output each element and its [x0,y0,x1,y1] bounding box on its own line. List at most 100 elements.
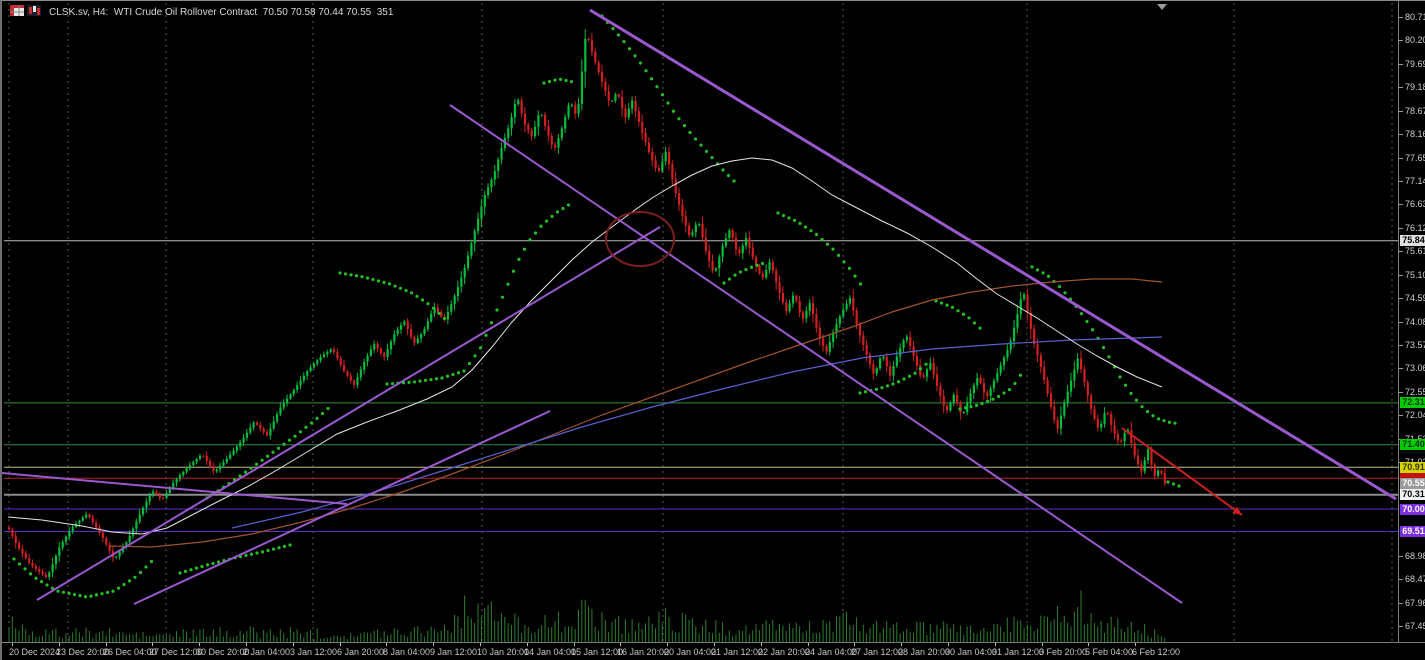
moving-averages [7,157,1163,548]
price-badge-75.84: 75.84 [1400,235,1425,246]
price-axis-label: 76.12 [1405,223,1425,233]
price-axis-tick [1399,251,1403,252]
down-arrow[interactable] [1121,427,1243,516]
time-axis-label: 28 Jan 20:00 [898,647,951,657]
time-axis-label: 20 Jan 04:00 [664,647,717,657]
time-axis-tick [59,643,60,646]
chart-title-bar: CLSK.sv, H4: WTI Crude Oil Rollover Cont… [10,5,393,19]
price-badge-70.91: 70.91 [1400,462,1425,473]
price-badge-72.31: 72.31 [1400,397,1425,408]
price-axis-tick [1399,275,1403,276]
price-axis-tick [1399,228,1403,229]
candles [8,29,1166,581]
time-axis-tick [199,643,200,646]
trendline-0[interactable] [36,226,661,601]
time-axis-label: 16 Jan 20:00 [617,647,670,657]
time-axis-label: 23 Dec 20:00 [56,647,110,657]
time-axis-tick [106,643,107,646]
price-axis-label: 80.20 [1405,35,1425,45]
price-axis[interactable]: 80.71 80.20 79.69 79.18 78.67 78.16 77.65 77.14… [1398,1,1425,642]
price-axis-tick [1399,298,1403,299]
trendline-1[interactable] [133,410,551,605]
time-axis-label: 30 Jan 04:00 [945,647,998,657]
trendline-2[interactable] [449,104,1183,604]
price-level-lines [4,240,1398,533]
time-axis-tick [714,643,715,646]
time-axis-tick [386,643,387,646]
price-axis-label: 77.65 [1405,153,1425,163]
scroll-position-marker[interactable] [1157,4,1167,10]
trendline-3[interactable] [589,8,1397,501]
price-badge-70.55: 70.55 [1400,478,1425,489]
trendline-4[interactable] [2,472,348,505]
time-axis-tick [995,643,996,646]
price-axis-tick [1399,579,1403,580]
highlight-circle[interactable] [605,211,675,267]
time-axis-tick [293,643,294,646]
price-axis-label: 74.59 [1405,293,1425,303]
trendlines [2,8,1397,605]
price-axis-tick [1399,345,1403,346]
time-axis-label: 26 Dec 04:00 [103,647,157,657]
volume-bars [8,590,1166,644]
price-axis-tick [1399,556,1403,557]
time-axis-tick [340,643,341,646]
time-axis-tick [527,643,528,646]
price-axis-tick [1399,64,1403,65]
time-axis-tick [246,643,247,646]
time-axis-tick [574,643,575,646]
time-axis-tick [1135,643,1136,646]
down-arrow-head [1232,506,1242,515]
price-axis-tick [1399,392,1403,393]
price-axis-label: 67.45 [1405,621,1425,631]
candlestick-chart-icon [27,3,41,21]
time-axis-label: 24 Jan 04:00 [805,647,858,657]
price-axis-label: 68.47 [1405,574,1425,584]
time-axis-label: 9 Jan 12:00 [430,647,478,657]
time-axis-tick [1042,643,1043,646]
price-axis-tick [1399,204,1403,205]
price-axis-tick [1399,322,1403,323]
price-axis-label: 80.71 [1405,12,1425,22]
time-axis-tick [620,643,621,646]
price-axis-label: 79.69 [1405,59,1425,69]
time-axis-tick [948,643,949,646]
symbol-list-icon [10,3,24,21]
time-axis-tick [152,643,153,646]
time-axis-tick [1088,643,1089,646]
price-axis-tick [1399,17,1403,18]
chart-title: CLSK.sv, H4: WTI Crude Oil Rollover Cont… [49,6,394,18]
price-axis-label: 75.10 [1405,270,1425,280]
time-axis-tick [901,643,902,646]
time-axis[interactable]: 20 Dec 2024 23 Dec 20:00 26 Dec 04:00 27 De… [2,642,1425,660]
time-axis-label: 10 Jan 20:00 [477,647,530,657]
time-axis-label: 6 Jan 20:00 [337,647,385,657]
price-badge-70.31: 70.31 [1400,489,1425,500]
time-axis-tick [480,643,481,646]
time-axis-label: 27 Jan 12:00 [851,647,904,657]
price-badge-69.51: 69.51 [1400,526,1425,537]
time-axis-tick [854,643,855,646]
price-axis-tick [1399,603,1403,604]
time-axis-tick [761,643,762,646]
time-axis-tick [808,643,809,646]
time-axis-label: 6 Feb 12:00 [1132,647,1181,657]
period-separators [8,3,1393,641]
price-axis-label: 72.04 [1405,410,1425,420]
price-axis-label: 76.63 [1405,199,1425,209]
price-axis-tick [1399,181,1403,182]
time-axis-label: 27 Dec 12:00 [149,647,203,657]
price-axis-label: 73.57 [1405,340,1425,350]
price-axis-label: 78.67 [1405,106,1425,116]
time-axis-label: 21 Jan 12:00 [711,647,764,657]
price-axis-tick [1399,134,1403,135]
price-axis-label: 67.96 [1405,598,1425,608]
price-axis-tick [1399,158,1403,159]
time-axis-tick [433,643,434,646]
time-axis-label: 15 Jan 12:00 [571,647,624,657]
price-axis-label: 68.98 [1405,551,1425,561]
price-badge-71.40: 71.40 [1400,439,1425,450]
price-axis-label: 72.55 [1405,387,1425,397]
